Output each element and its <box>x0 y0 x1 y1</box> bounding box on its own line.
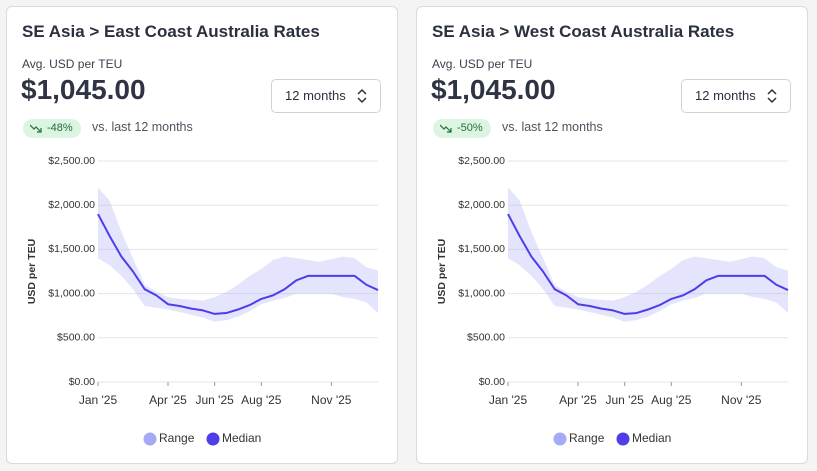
card-title: SE Asia > East Coast Australia Rates <box>22 22 320 41</box>
y-tick-label: $1,500.00 <box>458 243 505 255</box>
change-badge: -48% <box>23 119 81 138</box>
compare-text: vs. last 12 months <box>92 120 193 134</box>
chevron-icon <box>357 88 367 104</box>
median-line <box>97 213 379 315</box>
select-label: 12 months <box>695 88 756 103</box>
x-tick-label: Apr '25 <box>559 393 597 407</box>
trend-icon <box>30 124 42 133</box>
y-tick-label: $1,000.00 <box>458 287 505 299</box>
chart: $0.00 $500.00 $1,000.00 $1,500.00 $2,000.00 $… <box>26 155 379 446</box>
y-tick-label: $500.00 <box>57 332 95 344</box>
period-select[interactable]: 12 months <box>271 79 381 113</box>
y-tick-label: $2,000.00 <box>458 199 505 211</box>
change: -48% <box>47 122 73 134</box>
x-tick-label: Nov '25 <box>311 393 352 407</box>
y-tick-label: $0.00 <box>69 376 95 388</box>
y-tick-label: $500.00 <box>467 332 505 344</box>
x-tick-label: Aug '25 <box>651 393 692 407</box>
price: $1,045.00 <box>431 74 556 105</box>
y-axis-label: USD per TEU <box>436 239 448 304</box>
y-tick-label: $1,000.00 <box>48 287 95 299</box>
median-line <box>507 213 789 315</box>
chart: $0.00 $500.00 $1,000.00 $1,500.00 $2,000.00 $… <box>436 155 789 446</box>
x-tick-label: Jun '25 <box>196 393 235 407</box>
y-tick-label: $2,000.00 <box>48 199 95 211</box>
select-label: 12 months <box>285 88 346 103</box>
y-tick-label: $2,500.00 <box>48 155 95 167</box>
legend-label: Range <box>159 431 195 445</box>
x-tick-label: Aug '25 <box>241 393 282 407</box>
legend-label: Range <box>569 431 605 445</box>
y-tick-label: $0.00 <box>479 376 505 388</box>
legend-swatch <box>616 432 630 446</box>
range-band <box>98 187 378 322</box>
y-tick-label: $2,500.00 <box>458 155 505 167</box>
change-badge: -50% <box>433 119 491 138</box>
card: $0.00 $500.00 $1,000.00 $1,500.00 $2,000.00 $… <box>6 6 398 464</box>
y-axis-label: USD per TEU <box>26 239 38 304</box>
legend-label: Median <box>632 431 671 445</box>
subtitle: Avg. USD per TEU <box>22 57 123 71</box>
x-tick-label: Jan '25 <box>79 393 118 407</box>
x-tick-label: Nov '25 <box>721 393 762 407</box>
y-tick-label: $1,500.00 <box>48 243 95 255</box>
trend-icon <box>440 124 452 133</box>
legend-swatch <box>553 432 567 446</box>
compare-text: vs. last 12 months <box>502 120 603 134</box>
period-select[interactable]: 12 months <box>681 79 791 113</box>
x-tick-label: Apr '25 <box>149 393 187 407</box>
price: $1,045.00 <box>21 74 146 105</box>
legend-label: Median <box>222 431 261 445</box>
legend-swatch <box>206 432 220 446</box>
legend-swatch <box>143 432 157 446</box>
range-band <box>508 187 788 322</box>
card: $0.00 $500.00 $1,000.00 $1,500.00 $2,000.00 $… <box>416 6 808 464</box>
x-tick-label: Jun '25 <box>606 393 645 407</box>
subtitle: Avg. USD per TEU <box>432 57 533 71</box>
x-tick-label: Jan '25 <box>489 393 528 407</box>
card-title: SE Asia > West Coast Australia Rates <box>432 22 735 41</box>
chevron-icon <box>767 88 777 104</box>
change: -50% <box>457 122 483 134</box>
